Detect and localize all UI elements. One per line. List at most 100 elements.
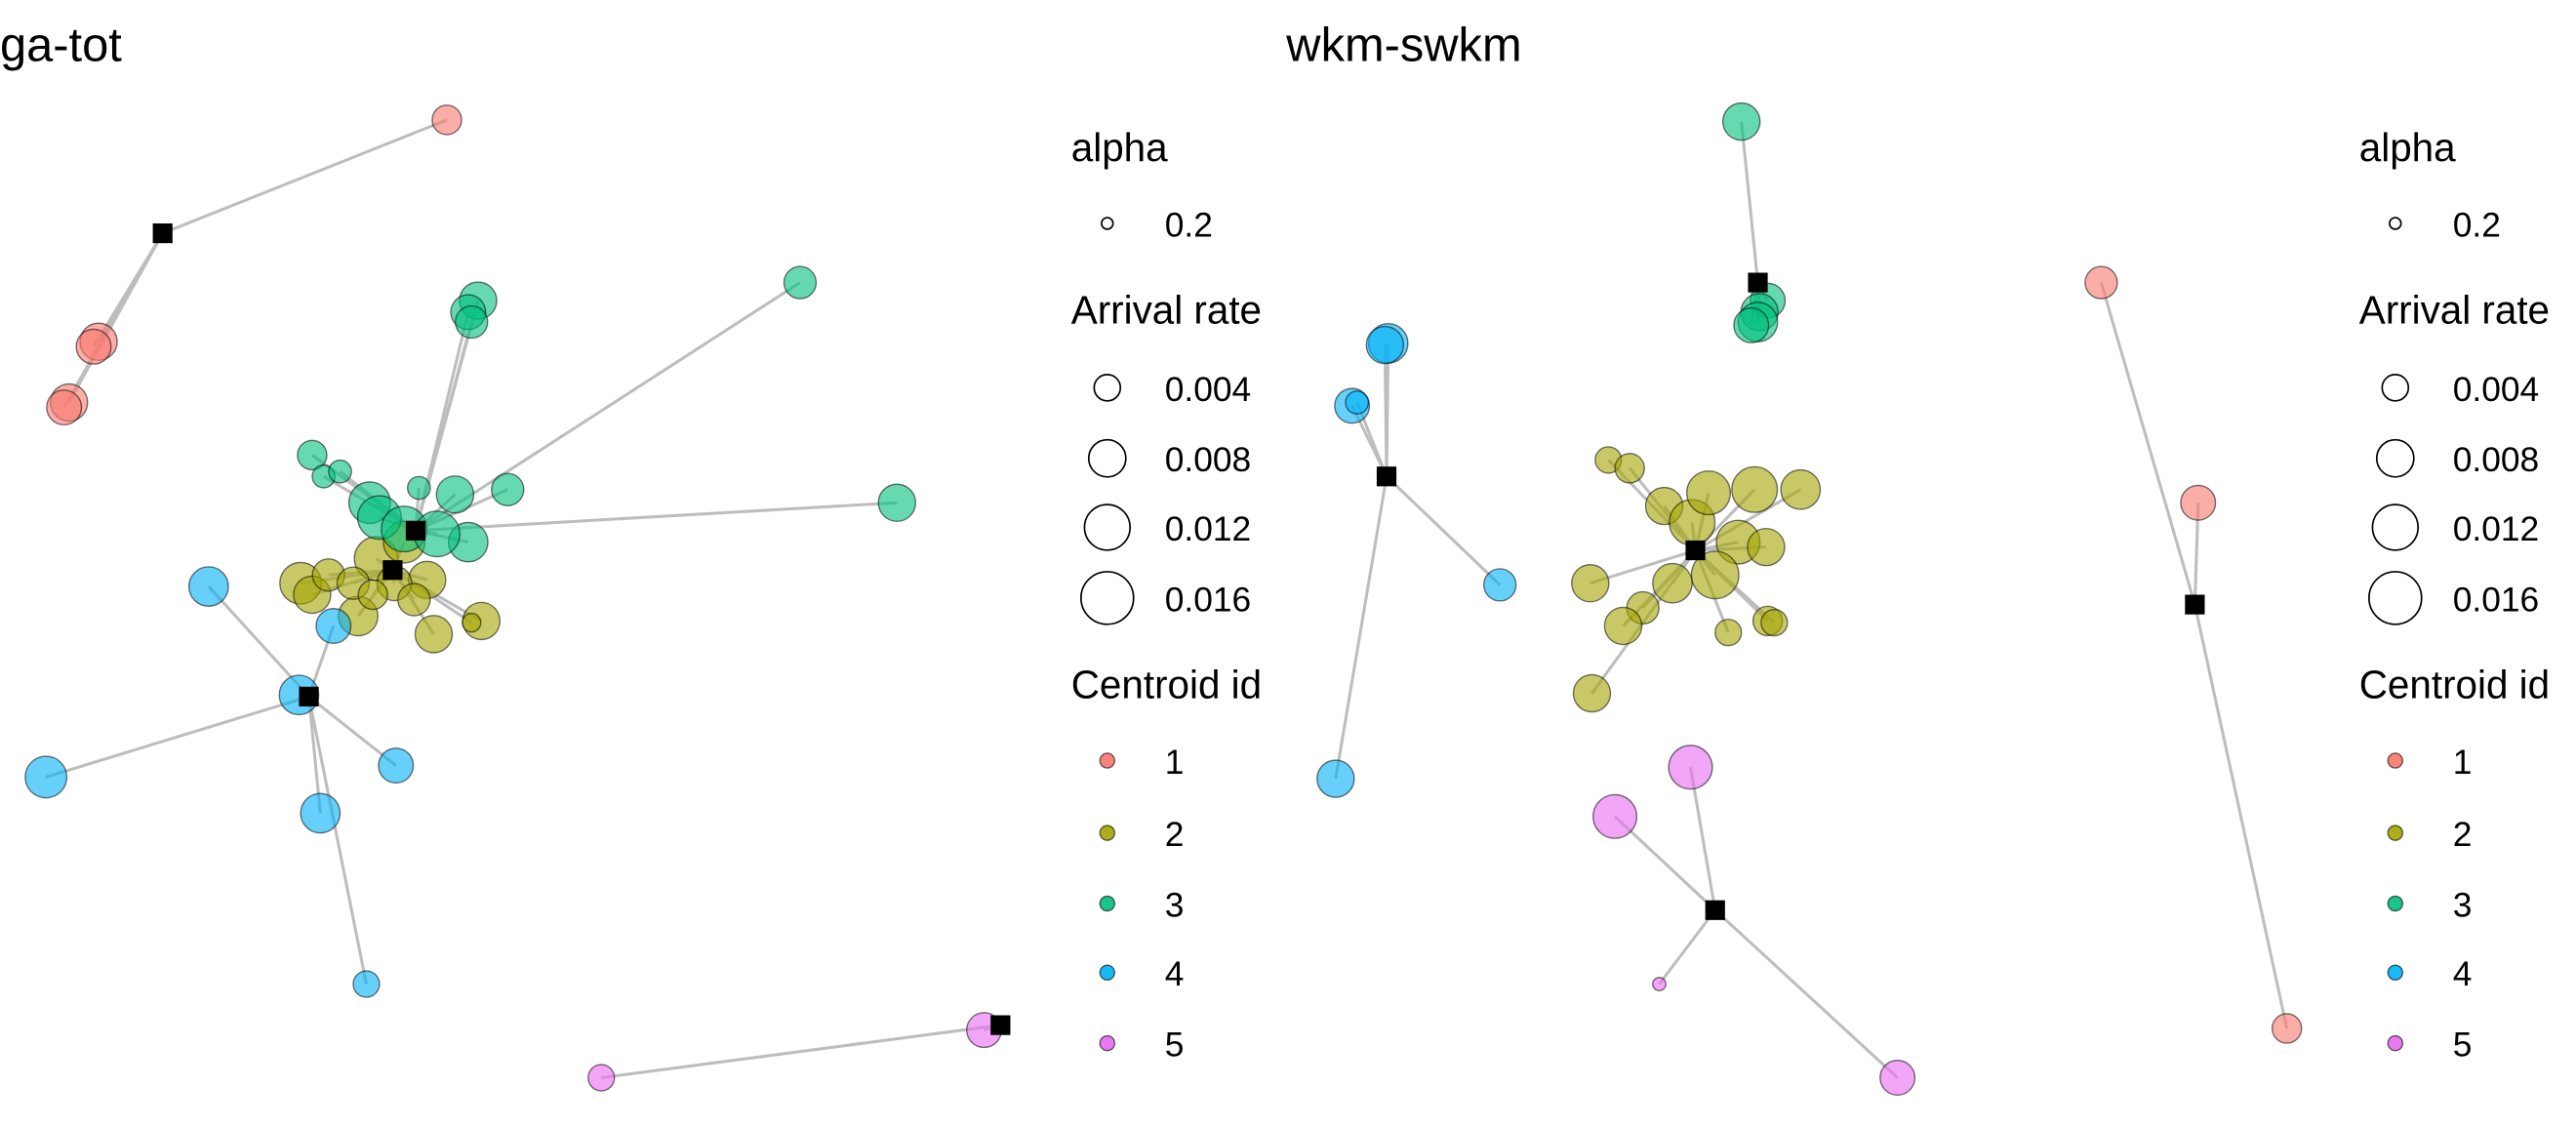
edge-line <box>415 281 801 533</box>
legend-label-color: 2 <box>2453 816 2473 854</box>
legend-key-size <box>1083 503 1131 551</box>
data-point-c2 <box>1714 619 1743 647</box>
legend-key-size <box>2375 438 2415 478</box>
panel-title-wkm-swkm: wkm-swkm <box>1285 19 1521 71</box>
legend-title-size: Arrival rate <box>1071 288 1262 333</box>
edge-line <box>1689 767 1717 911</box>
edge-line <box>1383 344 1389 477</box>
data-point-c1 <box>75 328 112 365</box>
edge-line <box>1740 121 1760 283</box>
legend-label-alpha: 0.2 <box>2453 206 2501 244</box>
legend-key-color <box>1099 964 1116 981</box>
legend-key-size <box>2381 374 2410 402</box>
legend-key-alpha <box>1101 217 1114 230</box>
edge-line <box>307 695 397 767</box>
data-point-c5 <box>1652 977 1667 991</box>
data-point-c5 <box>1879 1060 1916 1096</box>
legend-ga-tot: alpha 0.2 Arrival rate 0.004 0.008 0.012 0.016… <box>1071 125 1262 1065</box>
data-point-c3 <box>1733 306 1770 343</box>
legend-key-color <box>2387 1034 2404 1052</box>
panel-wkm-swkm: wkm-swkm alpha 0.2 Arrival rate 0.004 0.008 0… <box>1285 19 2550 1096</box>
edge-line <box>307 696 368 985</box>
legend-label-size: 0.004 <box>1165 371 1251 409</box>
legend-label-color: 1 <box>1165 744 1185 782</box>
legend-key-color <box>1099 752 1116 769</box>
edge-line <box>1385 475 1502 586</box>
data-point-c3 <box>406 475 431 501</box>
data-point-c5 <box>587 1064 616 1092</box>
centroid-group <box>1376 272 2205 920</box>
data-point-c4 <box>187 566 229 607</box>
edge-line <box>1334 476 1389 780</box>
data-point-c3 <box>877 483 917 522</box>
legend-key-size <box>2371 503 2419 551</box>
legend-title-alpha: alpha <box>2359 125 2456 170</box>
data-point-c4 <box>300 792 342 834</box>
legend-key-color <box>2387 895 2404 912</box>
panel-ga-tot: ga-tot alpha 0.2 Arrival rate 0.004 0.008 0.0… <box>0 19 1262 1092</box>
centroid-group <box>152 222 1011 1035</box>
data-point-c2 <box>414 615 454 654</box>
edge-line <box>62 232 165 409</box>
legend-key-size <box>1087 438 1127 478</box>
data-point-c3 <box>491 472 525 506</box>
data-point-c4 <box>378 747 415 785</box>
legend-label-color: 4 <box>2453 955 2473 993</box>
data-point-c2 <box>1780 468 1822 510</box>
edge-line <box>415 501 898 533</box>
centroid-marker-1 <box>152 222 173 244</box>
data-point-c1 <box>431 104 463 136</box>
data-point-c3 <box>783 265 818 300</box>
legend-label-color: 4 <box>1165 955 1185 993</box>
legend-key-color <box>1099 1034 1116 1052</box>
legend-key-size <box>1080 571 1135 625</box>
legend-label-size: 0.016 <box>1165 581 1251 619</box>
legend-key-color <box>2387 825 2404 841</box>
legend-key-alpha <box>2389 217 2402 230</box>
legend-label-color: 5 <box>1165 1026 1185 1065</box>
data-point-c4 <box>24 755 68 799</box>
edge-line <box>162 118 448 235</box>
data-point-c4 <box>1345 390 1370 415</box>
centroid-marker-3 <box>405 520 426 541</box>
data-point-c2 <box>1603 606 1643 646</box>
data-point-c2 <box>1652 562 1693 604</box>
centroid-marker-1 <box>2185 594 2205 615</box>
legend-label-color: 2 <box>1165 816 1185 854</box>
data-point-c5 <box>1668 745 1713 790</box>
data-point-c4 <box>1316 759 1355 798</box>
data-point-c4 <box>1483 568 1517 602</box>
centroid-marker-4 <box>299 686 319 706</box>
plot-area-ga-tot <box>24 104 1011 1092</box>
legend-label-color: 5 <box>2453 1026 2473 1065</box>
legend-label-size: 0.004 <box>2453 371 2539 409</box>
edge-line <box>2099 282 2196 606</box>
legend-key-size <box>2368 571 2423 625</box>
legend-label-size: 0.012 <box>2453 510 2539 548</box>
legend-label-size: 0.008 <box>1165 441 1251 479</box>
legend-label-alpha: 0.2 <box>1165 206 1213 244</box>
legend-label-size: 0.008 <box>2453 441 2539 479</box>
legend-label-size: 0.012 <box>1165 510 1251 548</box>
data-point-c4 <box>315 607 352 644</box>
legend-key-size <box>1093 374 1122 402</box>
centroid-marker-5 <box>990 1015 1011 1035</box>
legend-label-color: 3 <box>2453 886 2473 924</box>
edge-line <box>1658 908 1716 986</box>
data-point-c1 <box>46 389 83 426</box>
edge-line <box>1713 908 1899 1079</box>
data-point-c2 <box>1731 465 1779 513</box>
data-point-c3 <box>1721 101 1761 141</box>
legend-key-color <box>2387 964 2404 981</box>
centroid-marker-2 <box>1685 540 1706 561</box>
data-point-c2 <box>1690 550 1740 600</box>
data-point-c1 <box>2084 265 2118 300</box>
point-group <box>1316 101 2303 1096</box>
data-point-c2 <box>1686 470 1732 516</box>
edge-line <box>1614 815 1716 911</box>
centroid-marker-5 <box>1705 900 1725 920</box>
data-point-c2 <box>1614 453 1645 484</box>
legend-title-color: Centroid id <box>1071 663 1262 707</box>
data-point-c4 <box>1365 325 1405 365</box>
